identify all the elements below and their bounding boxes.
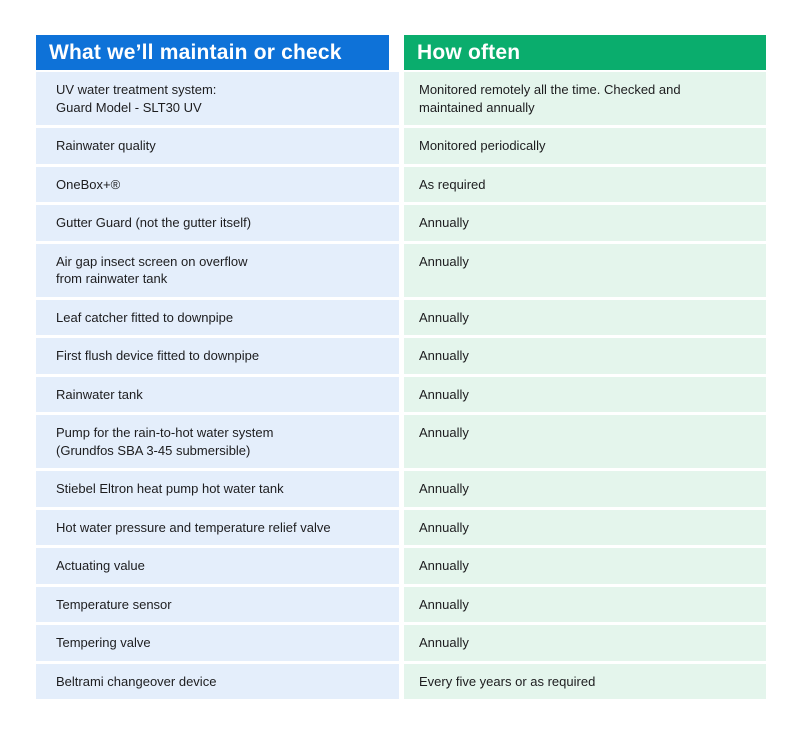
maintain-item-cell: Tempering valve xyxy=(36,625,399,661)
table-row: Pump for the rain-to-hot water system (G… xyxy=(36,415,766,468)
frequency-cell: Annually xyxy=(404,205,766,241)
maintain-item-cell: Gutter Guard (not the gutter itself) xyxy=(36,205,399,241)
maintain-item-cell: First flush device fitted to downpipe xyxy=(36,338,399,374)
frequency-cell: As required xyxy=(404,166,766,202)
table-body: UV water treatment system: Guard Model -… xyxy=(36,72,766,699)
maintain-item-cell: Air gap insect screen on overflow from r… xyxy=(36,243,399,297)
table-row: Rainwater tank Annually xyxy=(36,376,766,412)
maintenance-schedule-table: What we’ll maintain or check How often U… xyxy=(36,35,766,702)
frequency-cell: Annually xyxy=(404,415,766,468)
maintain-item-cell: Beltrami changeover device xyxy=(36,663,399,699)
frequency-cell: Annually xyxy=(404,471,766,507)
maintain-item-cell: Hot water pressure and temperature relie… xyxy=(36,509,399,545)
table-row: Hot water pressure and temperature relie… xyxy=(36,509,766,545)
table-row: Tempering valve Annually xyxy=(36,625,766,661)
frequency-cell: Annually xyxy=(404,376,766,412)
maintain-item-cell: Rainwater quality xyxy=(36,128,399,164)
frequency-cell: Annually xyxy=(404,625,766,661)
table-row: Leaf catcher fitted to downpipe Annually xyxy=(36,299,766,335)
table-row: UV water treatment system: Guard Model -… xyxy=(36,72,766,125)
maintain-item-cell: Temperature sensor xyxy=(36,586,399,622)
table-row: Actuating value Annually xyxy=(36,548,766,584)
table-row: OneBox+® As required xyxy=(36,166,766,202)
frequency-cell: Monitored periodically xyxy=(404,128,766,164)
frequency-cell: Annually xyxy=(404,548,766,584)
table-row: Gutter Guard (not the gutter itself) Annu… xyxy=(36,205,766,241)
maintain-item-cell: Rainwater tank xyxy=(36,376,399,412)
maintain-item-cell: Leaf catcher fitted to downpipe xyxy=(36,299,399,335)
maintain-item-cell: Actuating value xyxy=(36,548,399,584)
maintain-item-cell: Pump for the rain-to-hot water system (G… xyxy=(36,415,399,468)
column-header-frequency: How often xyxy=(404,35,766,70)
table-row: First flush device fitted to downpipe Ann… xyxy=(36,338,766,374)
frequency-cell: Every five years or as required xyxy=(404,663,766,699)
table-row: Stiebel Eltron heat pump hot water tank A… xyxy=(36,471,766,507)
table-row: Temperature sensor Annually xyxy=(36,586,766,622)
column-header-maintain: What we’ll maintain or check xyxy=(36,35,389,70)
table-row: Air gap insect screen on overflow from r… xyxy=(36,243,766,297)
frequency-cell: Annually xyxy=(404,243,766,297)
table-header-row: What we’ll maintain or check How often xyxy=(36,35,766,70)
frequency-cell: Annually xyxy=(404,338,766,374)
frequency-cell: Monitored remotely all the time. Checked… xyxy=(404,72,766,125)
maintain-item-cell: UV water treatment system: Guard Model -… xyxy=(36,72,399,125)
frequency-cell: Annually xyxy=(404,509,766,545)
frequency-cell: Annually xyxy=(404,299,766,335)
table-row: Rainwater quality Monitored periodically xyxy=(36,128,766,164)
frequency-cell: Annually xyxy=(404,586,766,622)
maintain-item-cell: Stiebel Eltron heat pump hot water tank xyxy=(36,471,399,507)
maintain-item-cell: OneBox+® xyxy=(36,166,399,202)
table-row: Beltrami changeover device Every five yea… xyxy=(36,663,766,699)
